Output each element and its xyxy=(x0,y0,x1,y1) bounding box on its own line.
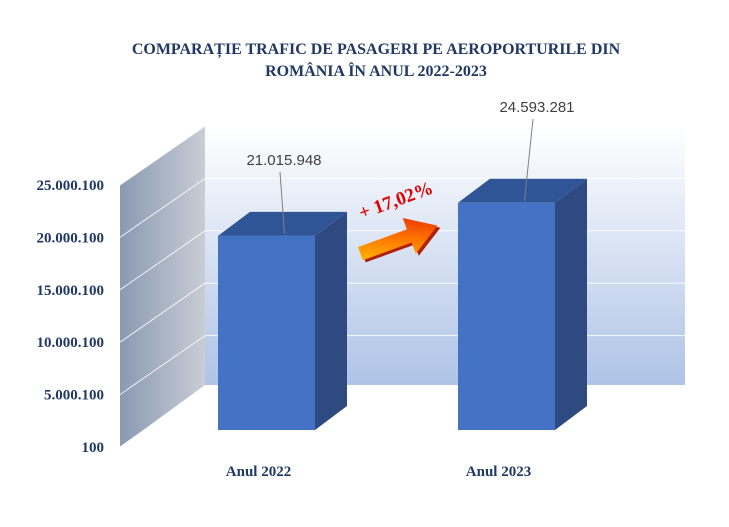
chart-title: COMPARAȚIE TRAFIC DE PASAGERI PE AEROPOR… xyxy=(132,41,621,80)
x-category-label: Anul 2023 xyxy=(466,464,531,480)
y-tick-label: 15.000.100 xyxy=(37,283,105,299)
gridline-side xyxy=(119,125,206,186)
growth-arrow-icon xyxy=(358,218,441,263)
bar-front xyxy=(458,202,555,430)
gridline-side xyxy=(119,282,206,343)
y-tick-label: 25.000.100 xyxy=(37,178,105,194)
y-tick-label: 5.000.100 xyxy=(44,388,104,404)
bar-front xyxy=(218,235,315,430)
y-tick-label: 100 xyxy=(82,440,105,456)
chart-side-wall xyxy=(120,126,205,447)
value-labels: 21.015.948 24.593.281 xyxy=(246,99,575,234)
gridline-side xyxy=(119,335,206,396)
value-leader-line xyxy=(279,171,285,234)
y-tick-label: 20.000.100 xyxy=(37,230,105,246)
chart-title-line-1: COMPARAȚIE TRAFIC DE PASAGERI PE AEROPOR… xyxy=(132,41,621,59)
bar-side xyxy=(315,211,347,430)
gridline-side xyxy=(119,230,206,291)
bar-top xyxy=(458,178,587,203)
gridline-side xyxy=(119,387,206,448)
y-axis-ticks: 100 5.000.100 10.000.100 15.000.100 20.000.1… xyxy=(37,178,105,456)
bar-top xyxy=(218,211,347,236)
bar-side xyxy=(555,178,587,430)
chart-title-line-2: ROMÂNIA ÎN ANUL 2022-2023 xyxy=(265,61,487,80)
x-axis-categories: Anul 2022 Anul 2023 xyxy=(226,464,531,480)
bars xyxy=(218,178,587,430)
bar-1 xyxy=(218,211,347,430)
gridline-side xyxy=(119,177,206,238)
value-label: 24.593.281 xyxy=(499,99,574,116)
gridlines xyxy=(119,125,685,448)
value-leader-line xyxy=(524,118,534,201)
x-category-label: Anul 2022 xyxy=(226,464,291,480)
value-label: 21.015.948 xyxy=(246,152,321,169)
y-tick-label: 10.000.100 xyxy=(37,335,105,351)
bar-2 xyxy=(458,178,587,430)
